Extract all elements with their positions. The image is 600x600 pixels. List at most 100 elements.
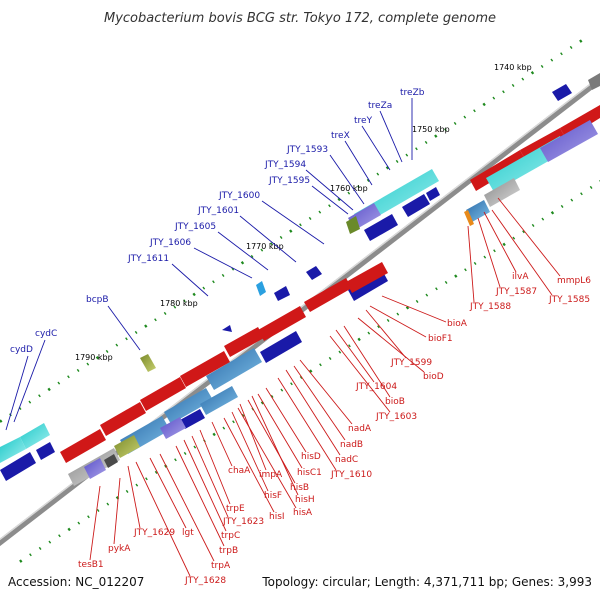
tick-mark	[502, 90, 505, 94]
gene-block	[426, 187, 440, 201]
forward-gene-labels: treZb treZa treY treX JTY_1593 JTY_1594 …	[10, 88, 425, 355]
tick-mark	[521, 77, 525, 81]
tick-mark	[96, 508, 100, 512]
gene-label-cydD: cydD	[10, 345, 33, 355]
tick-mark	[67, 375, 70, 379]
tick-mark	[174, 458, 177, 462]
leader-line	[239, 215, 297, 263]
tick-mark	[299, 375, 303, 379]
leader-line	[251, 395, 299, 496]
tick-mark	[115, 343, 119, 347]
tick-mark	[270, 242, 273, 246]
tick-mark	[569, 45, 573, 49]
gene-block	[140, 354, 156, 372]
gene-block	[588, 73, 600, 90]
tick-mark	[270, 394, 274, 398]
leader-line	[135, 461, 191, 577]
tick-mark	[299, 223, 302, 227]
tick-mark	[570, 198, 574, 202]
gene-label-nadA: nadA	[348, 424, 372, 434]
leader-line	[217, 231, 269, 271]
tick-mark	[76, 368, 80, 372]
gene-block	[484, 178, 520, 207]
tick-mark	[453, 121, 457, 125]
tick-mark	[560, 52, 563, 56]
gene-label-hisD: hisD	[301, 452, 321, 462]
leader-line	[159, 453, 215, 562]
tick-mark	[163, 311, 167, 315]
gene-block	[466, 200, 490, 222]
gene-block	[464, 210, 474, 226]
leader-line	[329, 154, 365, 205]
tick-mark	[540, 64, 544, 68]
gene-label-ilvA: ilvA	[512, 272, 529, 282]
forward-gene-track	[0, 73, 600, 481]
tick-mark	[154, 318, 157, 322]
tick-mark	[212, 280, 215, 284]
tick-mark	[522, 230, 525, 234]
gene-label-bioF1: bioF1	[428, 334, 453, 344]
gene-label-JTY_1604: JTY_1604	[355, 382, 397, 392]
gene-label-hisB: hisB	[290, 483, 309, 493]
gene-label-nadC: nadC	[335, 455, 358, 465]
leader-line	[497, 197, 561, 277]
tick-mark	[48, 540, 52, 544]
tick-mark	[77, 521, 81, 525]
kbp-label: 1790 kbp	[75, 353, 113, 362]
gene-label-JTY_1587: JTY_1587	[495, 287, 537, 297]
gene-label-trpE: trpE	[226, 504, 245, 514]
tick-mark	[58, 534, 61, 538]
gene-label-bioD: bioD	[423, 372, 444, 382]
gene-block	[304, 278, 352, 312]
map-title: Mycobacterium bovis BCG str. Tokyo 172, …	[104, 11, 496, 26]
leader-line	[223, 417, 275, 513]
gene-block	[160, 417, 186, 439]
tick-mark	[541, 217, 545, 221]
gene-block	[470, 150, 526, 191]
gene-block	[540, 120, 598, 162]
gene-block	[206, 348, 262, 390]
tick-mark	[28, 400, 32, 404]
tick-mark	[192, 292, 196, 297]
tick-mark	[231, 267, 235, 271]
tick-mark	[38, 546, 42, 550]
tick-mark	[444, 128, 447, 132]
tick-mark	[280, 388, 284, 392]
gene-label-mmpL6: mmpL6	[557, 276, 591, 286]
gene-block	[552, 84, 572, 101]
tick-mark	[454, 274, 458, 278]
tick-mark	[464, 268, 467, 272]
gene-label-bioA: bioA	[447, 319, 468, 329]
leader-line	[343, 325, 391, 398]
gene-block	[364, 214, 398, 241]
gene-block	[256, 281, 266, 296]
tick-mark	[154, 470, 158, 474]
gene-label-JTY_1594: JTY_1594	[264, 160, 306, 170]
tick-mark	[424, 140, 428, 144]
gene-block	[306, 266, 322, 280]
tick-mark	[240, 261, 245, 265]
gene-block	[346, 216, 360, 234]
tick-mark	[183, 299, 186, 303]
reverse-gene-track	[60, 105, 600, 486]
tick-mark	[502, 242, 506, 247]
tick-mark	[173, 305, 177, 309]
tick-mark	[473, 261, 477, 265]
gene-block	[84, 458, 106, 479]
tick-mark	[135, 483, 139, 487]
tick-mark	[250, 254, 254, 258]
tick-mark	[47, 387, 51, 392]
leader-line	[483, 211, 517, 273]
tick-mark	[376, 172, 380, 176]
tick-mark	[531, 223, 535, 227]
gene-block	[346, 262, 388, 293]
gene-label-bcpB: bcpB	[86, 295, 109, 305]
leader-line	[13, 339, 46, 423]
kbp-label: 1780 kbp	[160, 299, 198, 308]
leader-line	[261, 200, 325, 245]
gene-label-JTY_1593: JTY_1593	[286, 145, 328, 155]
tick-mark	[580, 192, 583, 196]
kbp-label: 1760 kbp	[330, 184, 368, 193]
gene-block	[36, 442, 55, 460]
tick-mark	[357, 185, 360, 189]
